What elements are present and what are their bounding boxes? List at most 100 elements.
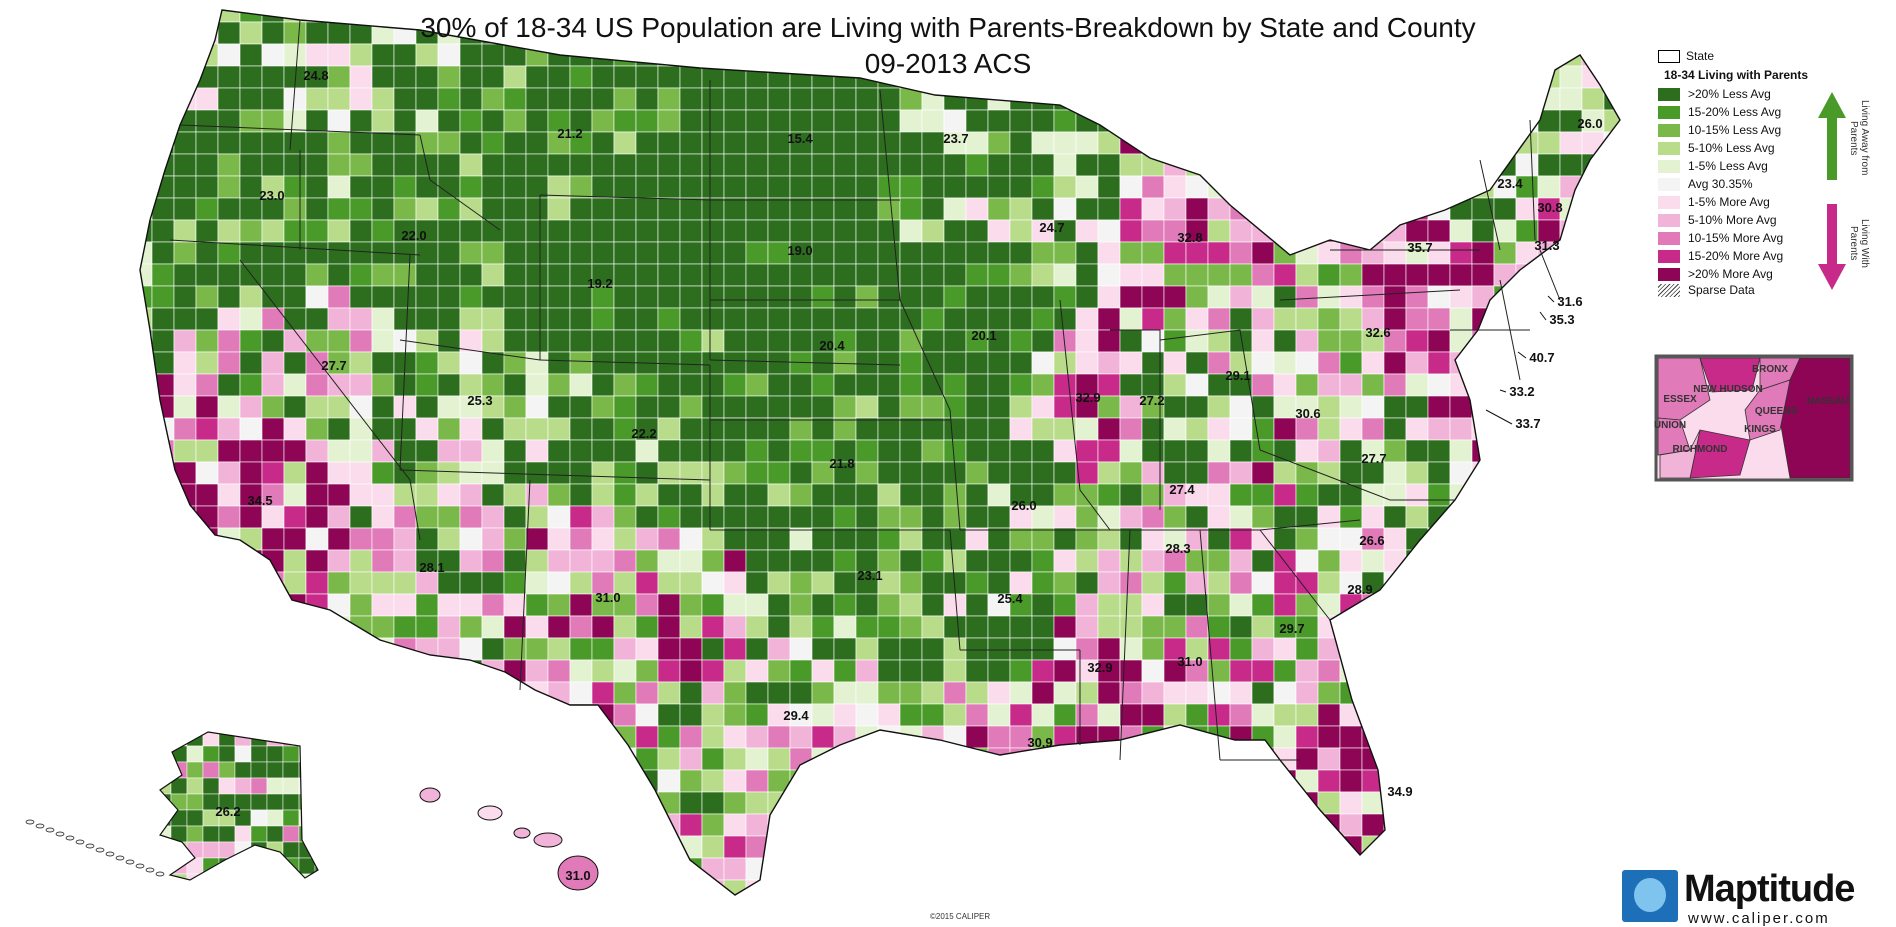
county-cell xyxy=(833,615,857,639)
state-value-label: 19.2 xyxy=(587,276,612,291)
county-cell xyxy=(481,681,505,705)
county-cell xyxy=(701,813,725,837)
county-cell xyxy=(459,263,483,287)
county-cell xyxy=(569,549,593,573)
county-cell xyxy=(314,857,318,875)
county-cell xyxy=(1581,681,1605,705)
county-cell xyxy=(1163,857,1187,881)
county-cell xyxy=(679,65,703,89)
county-cell xyxy=(217,43,241,67)
county-cell xyxy=(899,285,923,309)
county-cell xyxy=(724,902,746,922)
county-cell xyxy=(1603,263,1620,287)
county-cell xyxy=(1186,902,1208,922)
county-cell xyxy=(1383,131,1407,155)
county-cell xyxy=(250,809,268,827)
county-cell xyxy=(1559,153,1583,177)
county-cell xyxy=(525,373,549,397)
county-cell xyxy=(1273,703,1297,727)
county-cell xyxy=(151,835,175,859)
county-cell xyxy=(921,87,945,111)
county-cell xyxy=(1449,219,1473,243)
county-cell xyxy=(1581,615,1605,639)
county-cell xyxy=(305,681,329,705)
county-cell xyxy=(701,725,725,749)
county-cell xyxy=(1317,725,1341,749)
county-cell xyxy=(1383,483,1407,507)
county-cell xyxy=(1119,703,1143,727)
county-cell xyxy=(855,10,879,23)
county-cell xyxy=(1053,769,1077,793)
county-cell xyxy=(217,461,241,485)
county-cell xyxy=(1493,703,1517,727)
county-cell xyxy=(503,329,527,353)
county-cell xyxy=(613,131,637,155)
county-cell xyxy=(1273,527,1297,551)
county-cell xyxy=(327,461,351,485)
county-cell xyxy=(701,329,725,353)
county-cell xyxy=(349,329,373,353)
county-cell xyxy=(1427,791,1451,815)
county-cell xyxy=(679,439,703,463)
county-cell xyxy=(1229,637,1253,661)
county-cell xyxy=(899,395,923,419)
county-cell xyxy=(1273,835,1297,859)
county-cell xyxy=(767,483,791,507)
county-cell xyxy=(1229,681,1253,705)
county-cell xyxy=(195,263,219,287)
county-cell xyxy=(459,483,483,507)
county-cell xyxy=(1515,483,1539,507)
county-cell xyxy=(701,373,725,397)
county-cell xyxy=(965,109,989,133)
county-cell xyxy=(1471,109,1495,133)
county-cell xyxy=(525,703,549,727)
county-cell xyxy=(195,351,219,375)
county-cell xyxy=(1207,681,1231,705)
county-cell xyxy=(305,395,329,419)
county-cell xyxy=(613,219,637,243)
county-cell xyxy=(1185,351,1209,375)
county-cell xyxy=(1295,10,1319,23)
county-cell xyxy=(1537,725,1561,749)
county-cell xyxy=(1405,351,1429,375)
county-cell xyxy=(921,593,945,617)
county-cell xyxy=(1626,792,1648,814)
county-cell xyxy=(1229,285,1253,309)
county-cell xyxy=(811,747,835,771)
county-cell xyxy=(1185,747,1209,771)
county-cell xyxy=(437,131,461,155)
legend-state-label: State xyxy=(1686,49,1715,63)
county-cell xyxy=(1141,879,1165,895)
county-cell xyxy=(855,87,879,111)
legend-state-row: State xyxy=(1658,48,1714,64)
county-cell xyxy=(1493,439,1517,463)
state-value-label: 30.8 xyxy=(1537,200,1562,215)
county-cell xyxy=(1427,65,1451,89)
hawaii-region xyxy=(419,787,599,891)
county-cell xyxy=(1603,747,1620,771)
county-cell xyxy=(327,439,351,463)
county-cell xyxy=(1603,43,1620,67)
county-cell xyxy=(1141,747,1165,771)
county-cell xyxy=(789,813,813,837)
county-cell xyxy=(283,351,307,375)
county-cell xyxy=(899,417,923,441)
county-cell xyxy=(1163,747,1187,771)
county-cell xyxy=(1185,285,1209,309)
county-cell xyxy=(130,902,152,922)
county-cell xyxy=(1097,505,1121,529)
county-cell xyxy=(1031,461,1055,485)
county-cell xyxy=(266,745,284,763)
county-cell xyxy=(1317,857,1341,881)
county-cell xyxy=(1207,417,1231,441)
county-cell xyxy=(1603,395,1620,419)
county-cell xyxy=(481,593,505,617)
county-cell xyxy=(811,219,835,243)
county-cell xyxy=(811,813,835,837)
legend-item-label: 1-5% More Avg xyxy=(1688,195,1770,209)
county-cell xyxy=(393,549,417,573)
county-cell xyxy=(261,329,285,353)
county-cell xyxy=(503,483,527,507)
county-cell xyxy=(1163,351,1187,375)
county-cell xyxy=(173,21,197,45)
